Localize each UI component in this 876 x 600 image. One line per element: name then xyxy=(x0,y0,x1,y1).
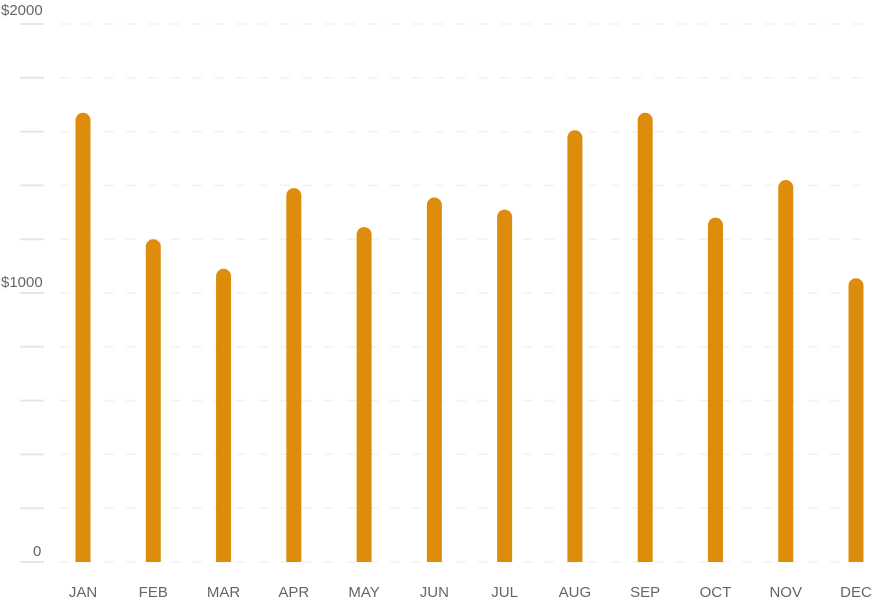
x-tick-label-mar: MAR xyxy=(207,584,241,600)
y-tick-label: $2000 xyxy=(1,2,43,19)
grid-lines xyxy=(20,23,868,563)
x-axis-labels: JAN FEB MAR APR MAY JUN JUL AUG SEP OCT NOV DEC xyxy=(69,584,872,600)
y-tick-label: 0 xyxy=(33,543,41,560)
bar-nov xyxy=(778,180,794,562)
y-tick-label: $1000 xyxy=(1,274,43,291)
bar-dec xyxy=(848,278,864,562)
x-tick-label-aug: AUG xyxy=(559,584,592,600)
x-tick-label-jul: JUL xyxy=(491,584,518,600)
x-tick-label-oct: OCT xyxy=(700,584,732,600)
x-tick-label-feb: FEB xyxy=(139,584,168,600)
x-tick-label-jun: JUN xyxy=(420,584,449,600)
bar-jan xyxy=(75,112,91,562)
bar-aug xyxy=(567,130,583,562)
bar-jul xyxy=(497,209,513,562)
bar-jun xyxy=(426,197,442,562)
bar-mar xyxy=(216,268,232,562)
x-tick-label-apr: APR xyxy=(278,584,309,600)
x-tick-label-jan: JAN xyxy=(69,584,97,600)
x-tick-label-may: MAY xyxy=(348,584,379,600)
y-axis-ticks: 0 $1000 $2000 xyxy=(1,2,43,560)
bar-oct xyxy=(707,217,723,563)
bar-may xyxy=(356,227,372,562)
x-tick-label-dec: DEC xyxy=(840,584,872,600)
x-tick-label-nov: NOV xyxy=(769,584,802,600)
x-tick-label-sep: SEP xyxy=(630,584,660,600)
bars xyxy=(75,112,864,563)
bar-apr xyxy=(286,188,302,562)
bar-feb xyxy=(145,239,161,562)
bar-sep xyxy=(637,112,653,562)
